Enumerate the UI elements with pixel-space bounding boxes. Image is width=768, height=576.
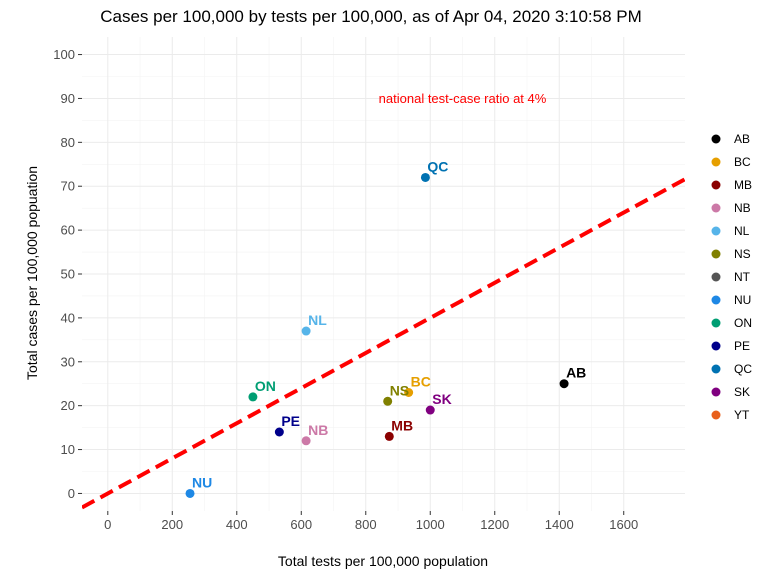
y-tick-label: 100 (53, 47, 75, 62)
legend-label-pe: PE (734, 339, 750, 353)
legend-marker-on (711, 318, 721, 328)
legend-marker-yt (711, 410, 721, 420)
data-point-bc (404, 388, 414, 397)
x-tick-label: 1400 (545, 517, 574, 532)
data-point-nb (301, 436, 311, 446)
point-label-nl: NL (308, 312, 327, 328)
legend: AB BC MB NB NL NS NT NU ON PE QC SK YT (711, 132, 752, 422)
data-point-nl (301, 326, 311, 336)
point-label-qc: QC (427, 158, 448, 174)
x-tick-label: 1000 (416, 517, 445, 532)
plot-area: 0 200 400 600 800 1000 1200 1400 1600 0 10 20 30 40 50… (53, 37, 685, 532)
legend-label-qc: QC (734, 362, 752, 376)
data-point-mb (384, 431, 394, 441)
legend-marker-ns (711, 249, 721, 259)
legend-marker-sk (711, 387, 721, 397)
legend-label-mb: MB (734, 178, 752, 192)
legend-marker-nl (711, 226, 721, 236)
legend-label-sk: SK (734, 385, 750, 399)
data-point-qc (420, 172, 430, 182)
x-tick-label: 1200 (480, 517, 509, 532)
point-label-bc: BC (411, 374, 431, 390)
point-label-sk: SK (432, 391, 451, 407)
point-label-ab: AB (566, 365, 586, 381)
legend-label-nu: NU (734, 293, 751, 307)
y-tick-label: 40 (61, 310, 75, 325)
point-label-mb: MB (391, 417, 413, 433)
point-label-nu: NU (192, 474, 212, 490)
x-tick-label: 600 (290, 517, 312, 532)
chart-title: Cases per 100,000 by tests per 100,000, … (100, 7, 642, 26)
legend-label-nt: NT (734, 270, 751, 284)
legend-label-bc: BC (734, 155, 751, 169)
data-point-ab (559, 379, 569, 389)
y-tick-label: 60 (61, 223, 75, 238)
legend-marker-ab (711, 134, 721, 144)
y-tick-label: 0 (68, 486, 75, 501)
legend-label-ns: NS (734, 247, 751, 261)
legend-label-yt: YT (734, 408, 750, 422)
point-label-on: ON (255, 378, 276, 394)
legend-label-nb: NB (734, 201, 751, 215)
data-point-ns (383, 396, 393, 406)
x-tick-label: 1600 (609, 517, 638, 532)
x-tick-label: 400 (226, 517, 248, 532)
legend-marker-pe (711, 341, 721, 351)
annotation-text: national test-case ratio at 4% (379, 91, 547, 106)
point-label-nb: NB (308, 422, 328, 438)
data-point-on (248, 392, 258, 402)
y-tick-label: 30 (61, 354, 75, 369)
legend-marker-bc (711, 157, 721, 167)
legend-marker-nt (711, 272, 721, 282)
legend-label-on: ON (734, 316, 752, 330)
y-tick-label: 50 (61, 267, 75, 282)
x-tick-label: 200 (161, 517, 183, 532)
data-point-sk (425, 405, 435, 415)
point-label-ns: NS (390, 382, 409, 398)
point-label-pe: PE (281, 413, 300, 429)
x-tick-label: 0 (104, 517, 111, 532)
legend-marker-mb (711, 180, 721, 190)
legend-marker-nb (711, 203, 721, 213)
y-tick-label: 70 (61, 179, 75, 194)
data-point-nu (185, 488, 195, 498)
y-axis-title: Total cases per 100,000 popuation (24, 166, 40, 380)
legend-label-nl: NL (734, 224, 750, 238)
y-tick-label: 80 (61, 135, 75, 150)
legend-marker-nu (711, 295, 721, 305)
legend-label-ab: AB (734, 132, 750, 146)
y-tick-label: 20 (61, 398, 75, 413)
x-axis-title: Total tests per 100,000 population (278, 553, 488, 569)
reference-line (82, 177, 685, 510)
legend-marker-qc (711, 364, 721, 374)
y-tick-label: 10 (61, 442, 75, 457)
data-point-pe (274, 427, 284, 437)
x-tick-label: 800 (355, 517, 377, 532)
y-tick-label: 90 (61, 91, 75, 106)
